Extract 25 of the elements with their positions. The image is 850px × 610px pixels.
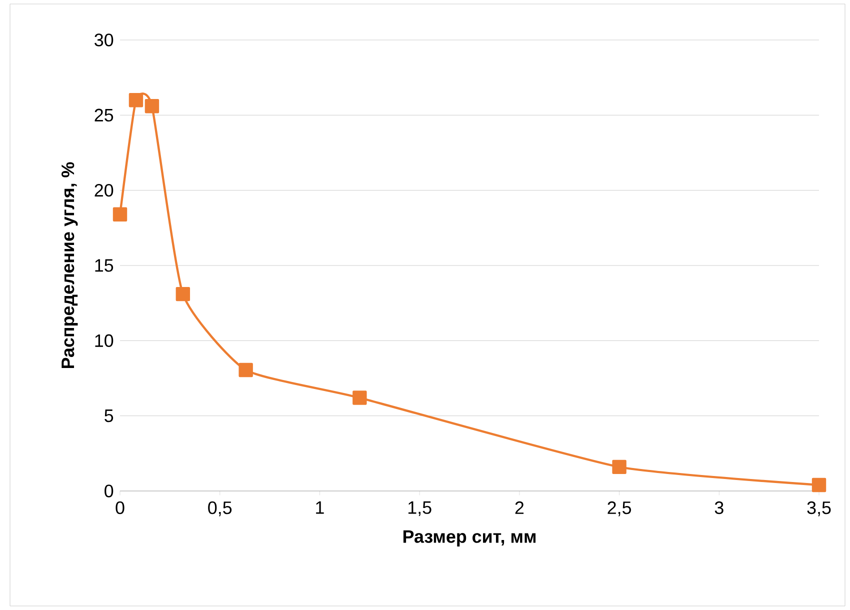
x-tick-label: 3 — [714, 501, 724, 514]
y-tick-label: 30 — [94, 34, 114, 46]
y-tick-label: 0 — [104, 484, 114, 498]
y-tick-label: 25 — [94, 108, 114, 122]
point — [812, 478, 826, 492]
y-tick-label: 20 — [94, 184, 114, 197]
point — [112, 207, 128, 222]
x-tick-label: 1,5 — [408, 501, 432, 516]
x-tick-label: 0,5 — [208, 501, 232, 516]
y-tick-label: 15 — [95, 259, 114, 272]
x-tick-label: 2 — [515, 501, 524, 514]
point — [176, 286, 190, 302]
x-tick-label: 2,5 — [608, 501, 632, 516]
point — [128, 93, 144, 108]
x-tick-label: 3,5 — [807, 501, 831, 516]
point — [144, 99, 160, 114]
point — [612, 460, 626, 474]
y-tick-label: 10 — [95, 334, 114, 347]
point — [238, 362, 253, 378]
point — [352, 390, 367, 405]
y-tick-label: 5 — [104, 410, 114, 422]
x-axis-title: Размер сит, мм — [403, 530, 536, 546]
x-tick-label: 0 — [116, 501, 124, 514]
y-axis-title: Распределение угля, % — [62, 162, 78, 368]
x-tick-label: 1 — [316, 501, 324, 514]
